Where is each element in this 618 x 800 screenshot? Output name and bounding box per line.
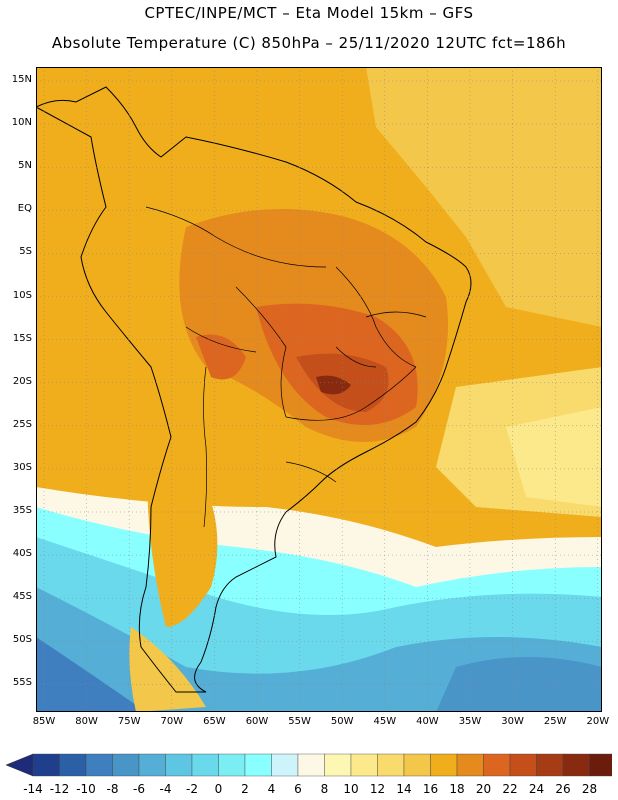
- colorbar-tick-label: -2: [186, 782, 198, 796]
- field-cold5: [436, 657, 602, 712]
- lon-label: 85W: [32, 716, 56, 727]
- lat-label: 5S: [19, 246, 32, 258]
- colorbar-tick-label: 20: [475, 782, 492, 796]
- colorbar-tick-label: 12: [369, 782, 386, 796]
- colorbar-swatch: [271, 753, 299, 777]
- colorbar-low-arrow: [6, 753, 34, 777]
- lat-label: 10N: [11, 117, 32, 129]
- colorbar-swatch: [589, 753, 612, 777]
- colorbar: [6, 753, 612, 777]
- lon-label: 30W: [501, 716, 524, 727]
- lon-label: 55W: [288, 716, 311, 727]
- lat-label: 15S: [12, 332, 32, 344]
- colorbar-tick-label: 18: [449, 782, 465, 796]
- lon-label: 50W: [330, 716, 354, 727]
- lat-label: 10S: [12, 289, 32, 301]
- colorbar-swatch: [59, 753, 87, 777]
- colorbar-tick-label: 0: [214, 782, 223, 796]
- chart-title-line1: CPTEC/INPE/MCT – Eta Model 15km – GFS: [144, 4, 474, 22]
- lon-label: 20W: [586, 716, 610, 727]
- colorbar-swatch: [403, 753, 431, 777]
- colorbar-swatch: [350, 753, 378, 777]
- colorbar-tick-label: 22: [502, 782, 518, 796]
- colorbar-swatch: [112, 753, 140, 777]
- lat-label: 25S: [12, 418, 32, 430]
- colorbar-tick-label: 28: [581, 782, 598, 796]
- colorbar-tick-label: 4: [267, 782, 276, 796]
- field-cold4: [36, 637, 146, 712]
- colorbar-swatch: [138, 753, 166, 777]
- field-tierra: [129, 627, 206, 712]
- colorbar-tick-label: -12: [49, 782, 70, 796]
- lon-label: 70W: [160, 716, 184, 727]
- colorbar-swatch: [562, 753, 590, 777]
- colorbar-tick-label: -10: [76, 782, 96, 796]
- map-border: [36, 67, 602, 712]
- colorbar-swatch: [165, 753, 193, 777]
- colorbar-swatch: [85, 753, 113, 777]
- colorbar-tick-label: 8: [320, 782, 329, 796]
- map-svg: [36, 67, 602, 712]
- colorbar-swatch: [297, 753, 325, 777]
- colorbar-swatch: [324, 753, 352, 777]
- lat-label: 5N: [18, 160, 32, 172]
- chart-title-line2: Absolute Temperature (C) 850hPa – 25/11/…: [51, 34, 567, 52]
- lon-label: 75W: [117, 716, 141, 727]
- lat-label: 50S: [12, 634, 32, 646]
- lon-label: 45W: [373, 716, 397, 727]
- colorbar-swatch: [456, 753, 484, 777]
- lon-label: 35W: [458, 716, 482, 727]
- lat-label: 45S: [12, 591, 32, 603]
- colorbar-tick-label: -8: [106, 782, 119, 796]
- country-borders: [145, 206, 427, 528]
- colorbar-tick-label: 6: [294, 782, 302, 796]
- colorbar-tick-label: -6: [133, 782, 145, 796]
- field-patagonia: [146, 447, 218, 627]
- coastline: [36, 86, 472, 693]
- colorbar-tick-label: 26: [555, 782, 571, 796]
- colorbar-swatch: [244, 753, 272, 777]
- lon-label: 25W: [543, 716, 567, 727]
- field-hot-west: [196, 334, 246, 380]
- colorbar-tick-label: 16: [422, 782, 439, 796]
- field-ne-ocean: [366, 67, 602, 327]
- field-hottest: [316, 375, 351, 395]
- lat-label: EQ: [17, 203, 32, 215]
- colorbar-tick-label: -14: [23, 782, 43, 796]
- field-se-ocean2: [506, 407, 602, 507]
- colorbar-swatch: [509, 753, 537, 777]
- lat-label: 20S: [12, 375, 32, 387]
- colorbar-swatch: [191, 753, 219, 777]
- lat-label: 55S: [12, 677, 32, 689]
- colorbar-tick-label: 10: [343, 782, 359, 796]
- colorbar-tick-label: 24: [528, 782, 545, 796]
- lon-label: 80W: [75, 716, 98, 727]
- colorbar-swatch: [377, 753, 405, 777]
- lat-label: 30S: [12, 461, 32, 473]
- lon-label: 40W: [416, 716, 439, 727]
- colorbar-tick-label: -4: [159, 782, 172, 796]
- colorbar-tick-label: 2: [241, 782, 249, 796]
- temperature-map: [36, 67, 602, 712]
- lat-label: 35S: [12, 505, 32, 516]
- lon-label: 65W: [203, 716, 226, 727]
- colorbar-swatch: [483, 753, 511, 777]
- lat-label: 40S: [12, 548, 32, 560]
- lat-label: 15N: [11, 74, 32, 85]
- colorbar-swatch: [536, 753, 564, 777]
- colorbar-swatch: [218, 753, 246, 777]
- colorbar-swatch: [430, 753, 458, 777]
- lon-label: 60W: [245, 716, 269, 727]
- colorbar-swatch: [32, 753, 60, 777]
- colorbar-tick-label: 14: [396, 782, 412, 796]
